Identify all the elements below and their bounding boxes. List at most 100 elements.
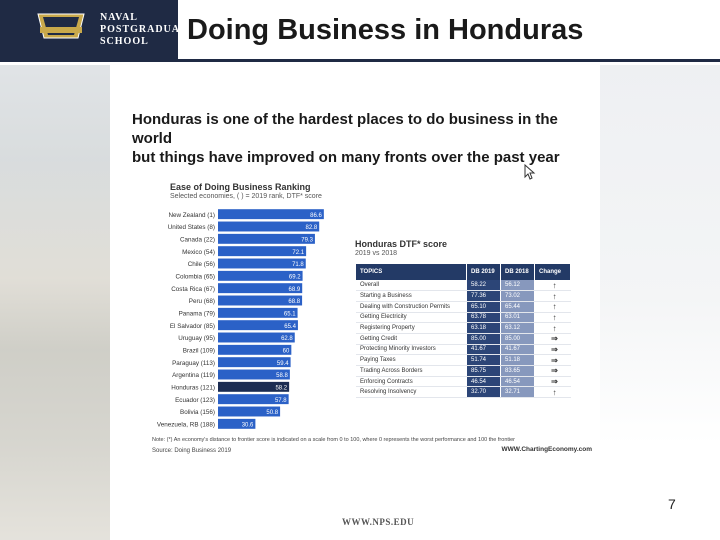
bar: [218, 307, 298, 318]
bar-label: Uruguay (95): [178, 335, 215, 342]
content-panel: Honduras is one of the hardest places to…: [112, 100, 600, 470]
mouse-cursor-icon: [524, 164, 536, 180]
bar-label: Ecuador (123): [175, 397, 215, 404]
bar-label: New Zealand (1): [168, 212, 215, 219]
ranking-bar-chart: New Zealand (1) 86.6 United States (8) 82.8…: [157, 209, 324, 429]
dti-2018-cell: 83.65: [500, 365, 535, 377]
bar-value-label: 71.8: [292, 262, 304, 268]
dti-2018-cell: 85.00: [500, 333, 535, 345]
arrow-up-icon: ↑: [534, 312, 571, 324]
arrow-up-icon: ↑: [534, 290, 571, 302]
dti-topic-cell: Protecting Minority Investors: [356, 344, 467, 356]
table-row: Registering Property 63.18 63.12 ↑: [356, 322, 571, 334]
bar-label: Chile (56): [188, 261, 215, 268]
bar-label: Mexico (54): [182, 249, 215, 256]
arrow-right-icon: ⇒: [534, 354, 571, 366]
dti-header-change: Change: [534, 264, 571, 280]
table-row: Trading Across Borders 85.75 83.65 ⇒: [356, 365, 571, 377]
bar-value-label: 65.4: [284, 324, 296, 330]
dti-2019-cell: 65.10: [466, 301, 501, 313]
bar-label: Bolivia (156): [180, 409, 215, 416]
dti-topic-cell: Registering Property: [356, 322, 467, 334]
dti-2018-cell: 51.18: [500, 354, 535, 366]
ranking-subtitle: Selected economies, ( ) = 2019 rank, DTF…: [170, 193, 322, 200]
table-row: Getting Electricity 63.78 63.01 ↑: [356, 312, 571, 324]
bar: [218, 357, 291, 368]
bar-value-label: 30.6: [242, 423, 254, 429]
dti-header-topics: TOPICS: [356, 264, 467, 280]
dti-topic-cell: Overall: [356, 280, 467, 292]
slide-header: NAVAL POSTGRADUATE SCHOOL Doing Business…: [0, 0, 720, 62]
bar-value-label: 79.3: [301, 238, 313, 244]
headline: Honduras is one of the hardest places to…: [132, 111, 560, 166]
table-row: Dealing with Construction Permits 65.10 65…: [356, 301, 571, 313]
arrow-right-icon: ⇒: [534, 376, 571, 388]
bar-label: Peru (68): [189, 298, 215, 305]
dti-topic-cell: Paying Taxes: [356, 354, 467, 366]
dti-table: TOPICS DB 2019 DB 2018 Change Overall 58.…: [356, 264, 571, 399]
background-photo-right: [600, 65, 720, 445]
dti-topic-cell: Resolving Insolvency: [356, 386, 467, 399]
bar-label: Brazil (109): [183, 348, 215, 355]
school-name: NAVAL POSTGRADUATE SCHOOL: [100, 12, 195, 47]
dti-title: Honduras DTF* score: [355, 239, 448, 249]
dti-topic-cell: Starting a Business: [356, 290, 467, 302]
bar-label: Paraguay (113): [172, 360, 215, 367]
bar-label: Colombia (65): [175, 274, 215, 281]
dti-2019-cell: 51.74: [466, 354, 501, 366]
table-row: Resolving Insolvency 32.70 32.71 ↑: [356, 386, 571, 399]
dti-2019-cell: 41.67: [466, 344, 501, 356]
dti-2019-cell: 85.75: [466, 365, 501, 377]
bar-value-label: 82.8: [306, 225, 318, 231]
arrow-up-icon: ↑: [534, 301, 571, 313]
dti-2018-cell: 46.54: [500, 376, 535, 388]
bar: [218, 394, 289, 405]
dti-topic-cell: Trading Across Borders: [356, 365, 467, 377]
table-row: Getting Credit 85.00 85.00 ⇒: [356, 333, 571, 345]
dti-2018-cell: 56.12: [500, 280, 535, 292]
arrow-up-icon: ↑: [534, 322, 571, 334]
bar-value-label: 58.2: [275, 386, 287, 392]
bar: [218, 418, 256, 429]
dti-2018-cell: 65.44: [500, 301, 535, 313]
bar: [218, 344, 292, 355]
dti-header-2019: DB 2019: [466, 264, 501, 280]
bar: [218, 406, 281, 417]
page-number: 7: [668, 496, 676, 512]
bar: [218, 270, 303, 281]
dti-topic-cell: Dealing with Construction Permits: [356, 301, 467, 313]
dti-2018-cell: 32.71: [500, 386, 535, 399]
bar: [218, 233, 315, 244]
bar-value-label: 72.1: [292, 250, 304, 256]
bar-label: Canada (22): [180, 237, 215, 244]
dti-subtitle: 2019 vs 2018: [355, 250, 398, 257]
bar-label: Argentina (119): [172, 372, 215, 379]
dti-2019-cell: 77.36: [466, 290, 501, 302]
bar-label: United States (8): [168, 224, 215, 231]
arrow-right-icon: ⇒: [534, 365, 571, 377]
bar: [218, 283, 303, 294]
slide-title: Doing Business in Honduras: [187, 14, 584, 46]
dti-2019-cell: 32.70: [466, 386, 501, 399]
dti-2018-cell: 73.02: [500, 290, 535, 302]
dti-topic-cell: Enforcing Contracts: [356, 376, 467, 388]
dti-2019-cell: 63.78: [466, 312, 501, 324]
bar-value-label: 62.8: [281, 336, 293, 342]
bar: [218, 246, 307, 257]
table-row: Overall 58.22 56.12 ↑: [356, 280, 571, 292]
background-photo-left: [0, 65, 110, 540]
bar-value-label: 69.2: [289, 275, 301, 281]
bar-value-label: 59.4: [277, 361, 289, 367]
arrow-up-icon: ↑: [534, 280, 571, 292]
dti-2019-cell: 63.18: [466, 322, 501, 334]
dti-2019-cell: 85.00: [466, 333, 501, 345]
ranking-title: Ease of Doing Business Ranking: [170, 182, 311, 192]
bar: [218, 209, 324, 220]
table-row: Enforcing Contracts 46.54 46.54 ⇒: [356, 376, 571, 388]
dti-2019-cell: 46.54: [466, 376, 501, 388]
arrow-right-icon: ⇒: [534, 344, 571, 356]
dti-2018-cell: 63.01: [500, 312, 535, 324]
dti-2019-cell: 58.22: [466, 280, 501, 292]
footnote: Note: (*) An economy's distance to front…: [152, 437, 516, 443]
bar: [218, 332, 295, 343]
